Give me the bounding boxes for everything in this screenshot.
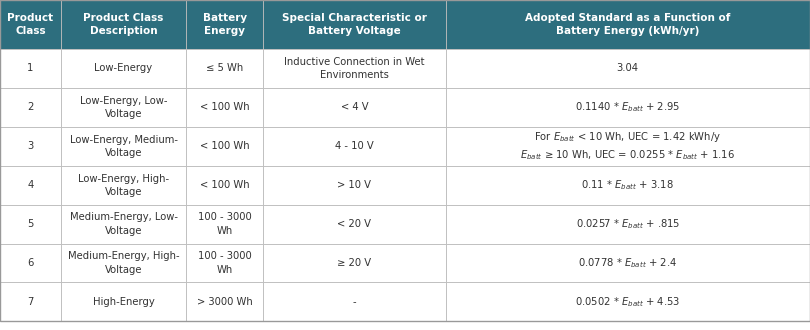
Text: Product
Class: Product Class (7, 13, 53, 36)
Bar (263, 127, 446, 166)
Bar (186, 244, 263, 282)
Text: 100 - 3000
Wh: 100 - 3000 Wh (198, 251, 252, 275)
Text: ≥ 20 V: ≥ 20 V (337, 258, 372, 268)
Bar (263, 244, 446, 282)
Text: High-Energy: High-Energy (92, 297, 155, 307)
Text: < 100 Wh: < 100 Wh (200, 141, 249, 151)
Text: Product Class
Description: Product Class Description (83, 13, 164, 36)
Bar (186, 127, 263, 166)
Text: 0.0778 * $E_{batt}$ + 2.4: 0.0778 * $E_{batt}$ + 2.4 (578, 256, 677, 270)
Bar (446, 205, 810, 244)
Bar (263, 88, 446, 127)
Bar (0, 127, 61, 166)
Bar (263, 49, 446, 88)
Bar (446, 49, 810, 88)
Bar (61, 166, 186, 205)
Bar (446, 88, 810, 127)
Bar (263, 166, 446, 205)
Text: 5: 5 (28, 219, 33, 229)
Bar (0, 205, 61, 244)
Text: Battery
Energy: Battery Energy (202, 13, 247, 36)
Bar (446, 166, 810, 205)
Bar (0, 49, 61, 88)
Text: For $E_{batt}$ < 10 Wh, UEC = 1.42 kWh/y
$E_{batt}$ ≥ 10 Wh, UEC = 0.0255 * $E_{: For $E_{batt}$ < 10 Wh, UEC = 1.42 kWh/y… (520, 130, 735, 162)
Text: 6: 6 (28, 258, 33, 268)
Text: < 4 V: < 4 V (340, 102, 369, 112)
Text: 1: 1 (28, 63, 33, 73)
Text: -: - (352, 297, 356, 307)
Bar (61, 88, 186, 127)
Bar (186, 49, 263, 88)
Text: Medium-Energy, Low-
Voltage: Medium-Energy, Low- Voltage (70, 213, 177, 236)
Bar (186, 205, 263, 244)
Text: 4 - 10 V: 4 - 10 V (335, 141, 373, 151)
Bar (61, 282, 186, 321)
Bar (61, 49, 186, 88)
Text: Inductive Connection in Wet
Environments: Inductive Connection in Wet Environments (284, 57, 424, 80)
Text: > 10 V: > 10 V (338, 180, 371, 190)
Text: < 20 V: < 20 V (338, 219, 371, 229)
Text: Low-Energy, Low-
Voltage: Low-Energy, Low- Voltage (79, 96, 168, 119)
Bar (0, 244, 61, 282)
Bar (61, 0, 186, 49)
Text: > 3000 Wh: > 3000 Wh (197, 297, 253, 307)
Bar (446, 244, 810, 282)
Text: 100 - 3000
Wh: 100 - 3000 Wh (198, 213, 252, 236)
Bar (263, 205, 446, 244)
Bar (0, 0, 61, 49)
Bar (61, 205, 186, 244)
Text: ≤ 5 Wh: ≤ 5 Wh (207, 63, 243, 73)
Text: Low-Energy, Medium-
Voltage: Low-Energy, Medium- Voltage (70, 135, 177, 158)
Bar (186, 88, 263, 127)
Bar (263, 282, 446, 321)
Text: Low-Energy, High-
Voltage: Low-Energy, High- Voltage (78, 174, 169, 197)
Text: 4: 4 (28, 180, 33, 190)
Text: 0.0257 * $E_{batt}$ + .815: 0.0257 * $E_{batt}$ + .815 (576, 217, 680, 231)
Bar (446, 127, 810, 166)
Bar (0, 282, 61, 321)
Text: 0.0502 * $E_{batt}$ + 4.53: 0.0502 * $E_{batt}$ + 4.53 (575, 295, 680, 309)
Text: 0.1140 * $E_{batt}$ + 2.95: 0.1140 * $E_{batt}$ + 2.95 (575, 100, 680, 114)
Text: Adopted Standard as a Function of
Battery Energy (kWh/yr): Adopted Standard as a Function of Batter… (525, 13, 731, 36)
Bar (0, 88, 61, 127)
Bar (0, 166, 61, 205)
Bar (446, 282, 810, 321)
Text: 2: 2 (28, 102, 33, 112)
Bar (186, 0, 263, 49)
Text: Special Characteristic or
Battery Voltage: Special Characteristic or Battery Voltag… (282, 13, 427, 36)
Bar (61, 244, 186, 282)
Bar (446, 0, 810, 49)
Text: Low-Energy: Low-Energy (95, 63, 152, 73)
Text: 3.04: 3.04 (616, 63, 639, 73)
Text: < 100 Wh: < 100 Wh (200, 180, 249, 190)
Bar (263, 0, 446, 49)
Bar (186, 166, 263, 205)
Text: 3: 3 (28, 141, 33, 151)
Bar (61, 127, 186, 166)
Text: < 100 Wh: < 100 Wh (200, 102, 249, 112)
Text: 7: 7 (28, 297, 33, 307)
Bar (186, 282, 263, 321)
Text: Medium-Energy, High-
Voltage: Medium-Energy, High- Voltage (68, 251, 179, 275)
Text: 0.11 * $E_{batt}$ + 3.18: 0.11 * $E_{batt}$ + 3.18 (582, 178, 674, 192)
